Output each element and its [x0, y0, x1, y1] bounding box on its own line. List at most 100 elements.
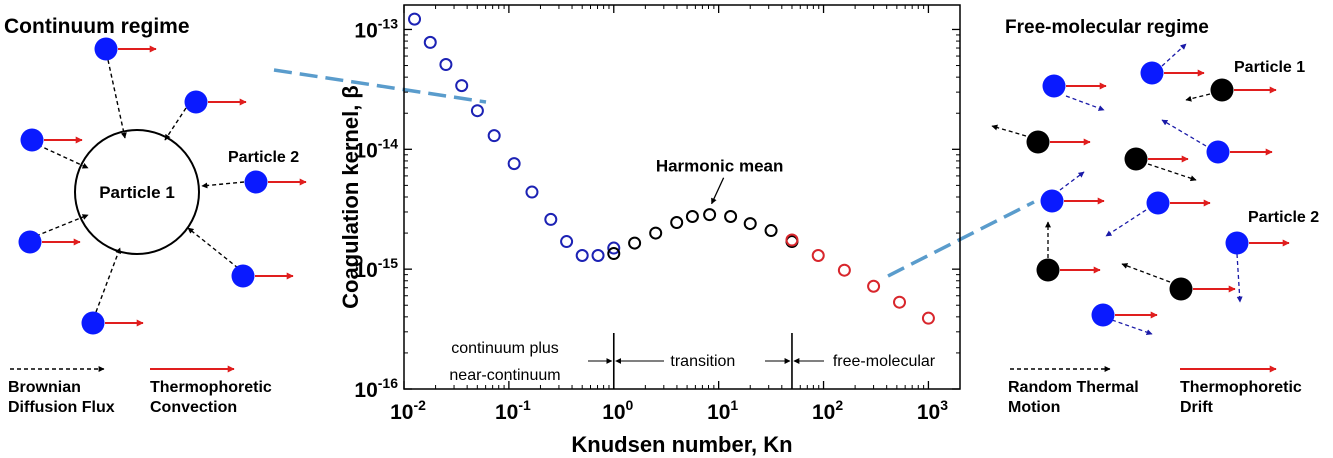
particle-2 [81, 311, 144, 335]
free-molecular-callout-line [887, 200, 1035, 278]
data-point [408, 12, 422, 26]
x-tick-label: 102 [812, 397, 843, 424]
particle-2 [94, 37, 157, 61]
x-tick-label: 10-2 [390, 397, 426, 424]
data-point [455, 79, 469, 93]
plot-frame [403, 4, 961, 390]
particle-2 [184, 90, 247, 114]
data-point [525, 185, 539, 199]
data-point [591, 248, 605, 262]
data-point [487, 129, 501, 143]
data-point [628, 236, 642, 250]
thermal-arrow [991, 124, 1027, 137]
data-point [649, 226, 663, 240]
regime-label-continuum-2: near-continuum [449, 367, 560, 384]
x-axis-label: Knudsen number, Kn [571, 432, 792, 457]
thermal-arrow [1161, 119, 1207, 147]
data-point [439, 58, 453, 72]
flux-arrow [201, 181, 245, 189]
black-particle [1169, 277, 1236, 301]
black-particle [1036, 258, 1101, 282]
random-legend-label-2: Motion [1008, 399, 1060, 416]
harmonic-mean-annotation: Harmonic mean [656, 157, 783, 205]
data-point [724, 210, 738, 224]
data-point [785, 233, 799, 247]
particle-2 [20, 128, 83, 152]
data-point [811, 248, 825, 262]
data-point [607, 247, 621, 261]
data-point [743, 217, 757, 231]
data-point [470, 104, 484, 118]
blue-particle [1140, 61, 1205, 85]
right-panel-title: Free-molecular regime [1005, 17, 1209, 38]
regime-regions: continuum plus near-continuum transition fr… [449, 333, 936, 389]
data-point [607, 241, 621, 255]
flux-arrow [187, 227, 239, 269]
coagulation-kernel-chart: 10-2 10-1 100 101 102 103 10-16 10-15 10-14 10-13… [338, 4, 961, 457]
drift-legend-label-2: Drift [1180, 399, 1214, 416]
flux-arrow [35, 214, 89, 237]
thermal-arrow [1105, 209, 1147, 237]
right-panel: Free-molecular regime [991, 17, 1319, 416]
brownian-legend-label-2: Diffusion Flux [8, 399, 115, 416]
black-particle [1026, 130, 1091, 154]
left-particles [18, 37, 307, 335]
data-point [837, 263, 851, 277]
data-point [423, 35, 437, 49]
data-point [575, 248, 589, 262]
regime-label-free-molecular: free-molecular [833, 353, 936, 370]
x-tick-label: 101 [707, 397, 738, 424]
blue-particle [1225, 231, 1290, 255]
data-point [685, 210, 699, 224]
continuum-callout-line [273, 68, 487, 104]
random-legend-label-1: Random Thermal [1008, 379, 1139, 396]
regime-label-continuum-1: continuum plus [451, 340, 559, 357]
data-point [560, 235, 574, 249]
particle-1-center: Particle 1 [74, 129, 200, 255]
flux-arrow [164, 107, 187, 141]
blue-particle [1040, 189, 1105, 213]
data-point [703, 208, 717, 222]
data-point [670, 216, 684, 230]
particle-1-label-right: Particle 1 [1234, 59, 1305, 76]
left-legend: Brownian Diffusion Flux Thermophoretic C… [8, 365, 272, 416]
y-tick-label: 10-16 [354, 375, 398, 402]
black-particle [1124, 147, 1189, 171]
y-tick-label: 10-13 [354, 15, 398, 42]
thermal-arrow [1161, 43, 1187, 67]
blue-particle [1091, 303, 1158, 327]
thermal-arrow [1059, 171, 1085, 191]
random-thermal-arrows [991, 43, 1243, 336]
data-point [507, 157, 521, 171]
data-points [408, 12, 935, 325]
harmonic-mean-arrow [711, 177, 725, 205]
y-tick-label: 10-15 [354, 255, 398, 282]
particle-1-label: Particle 1 [99, 183, 175, 202]
blue-particle [1206, 140, 1273, 164]
blue-particle [1042, 74, 1107, 98]
thermo-legend-label-2: Convection [150, 399, 237, 416]
right-legend: Random Thermal Motion Thermophoretic Dri… [1008, 365, 1302, 416]
x-tick-label: 10-1 [495, 397, 531, 424]
left-panel-title: Continuum regime [4, 15, 190, 38]
axis-ticks: 10-2 10-1 100 101 102 103 10-16 10-15 10-14 10-13 [354, 5, 960, 424]
x-tick-label: 100 [602, 397, 633, 424]
data-point [893, 295, 907, 309]
y-tick-label: 10-14 [354, 135, 398, 162]
thermal-arrow [1147, 163, 1197, 182]
data-point [764, 224, 778, 238]
y-axis-label: Coagulation kernel, β [338, 85, 363, 309]
thermal-arrow [1236, 253, 1243, 303]
particle-1-circle [74, 129, 200, 255]
thermal-arrow [1185, 93, 1211, 102]
black-particle [1210, 78, 1277, 102]
brownian-flux-arrows [35, 59, 245, 313]
thermal-arrow [1121, 263, 1171, 283]
particle-2 [244, 170, 307, 194]
data-point [867, 279, 881, 293]
particle-2-label: Particle 2 [228, 149, 299, 166]
flux-arrow [107, 59, 127, 139]
data-point [921, 311, 935, 325]
particle-2-label-right: Particle 2 [1248, 209, 1319, 226]
